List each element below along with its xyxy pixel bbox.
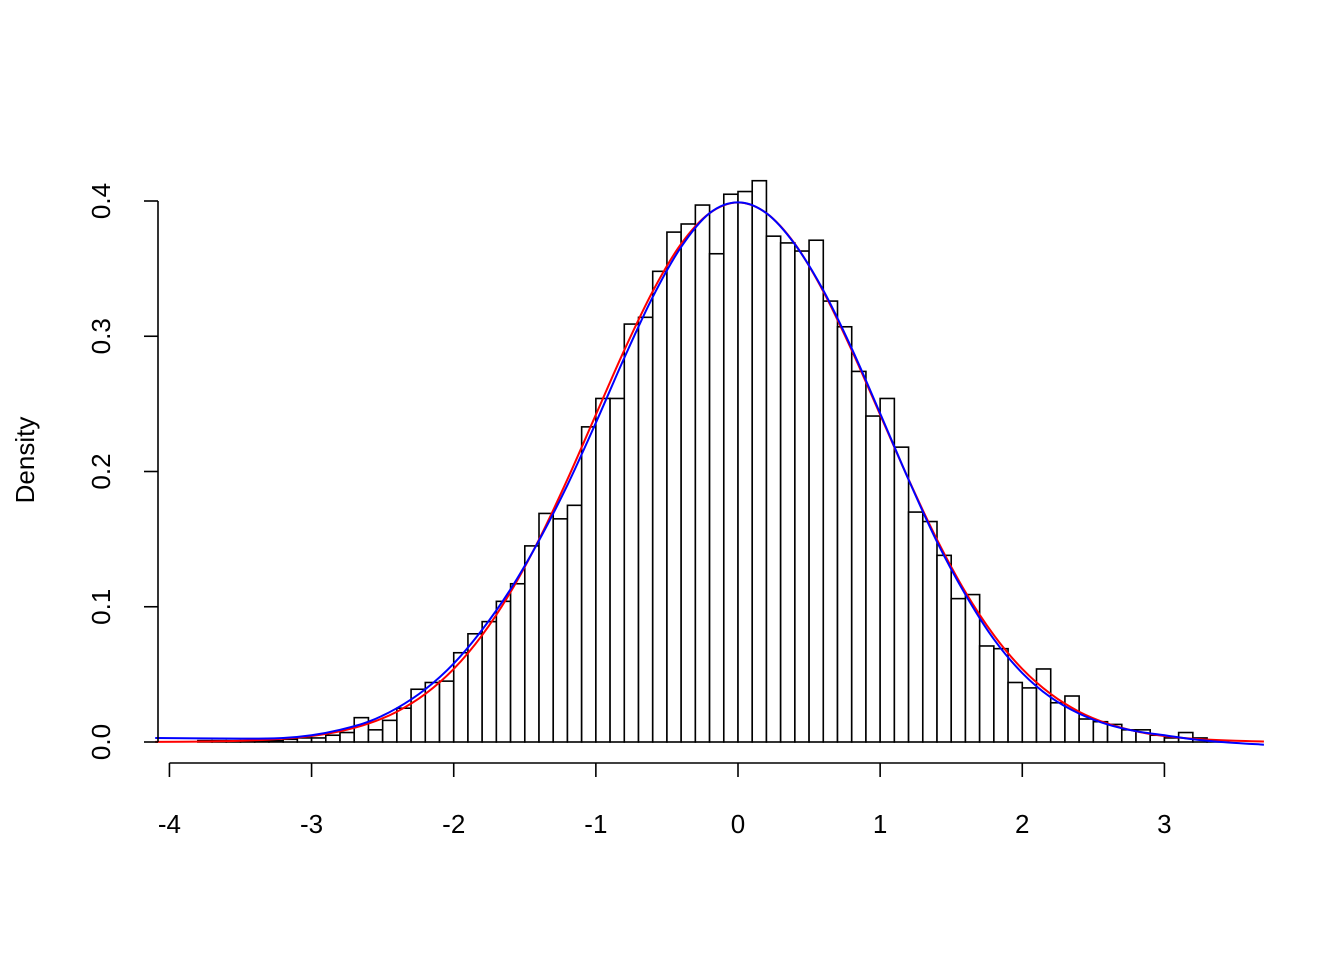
histogram-bar (936, 554, 953, 743)
histogram-bar (993, 647, 1009, 743)
histogram-bar (580, 426, 597, 743)
x-tick-label: -3 (300, 809, 323, 839)
histogram-bar (651, 270, 668, 743)
histogram-bar (623, 323, 640, 743)
histogram-bar (552, 518, 569, 743)
histogram-bar (978, 645, 995, 743)
y-tick-label: 0.3 (86, 318, 116, 354)
histogram-bar (438, 680, 455, 743)
histogram-bar (310, 737, 327, 743)
histogram-bar (765, 235, 782, 743)
histogram-bar (1007, 681, 1024, 743)
histogram-bar (737, 190, 754, 743)
histogram-bar (680, 223, 697, 743)
x-tick-label: 1 (873, 809, 887, 839)
histogram-bar (666, 231, 682, 743)
histogram-bar (907, 511, 924, 743)
histogram-bar (339, 731, 356, 743)
histogram-bar (836, 325, 853, 743)
histogram-bar (879, 397, 896, 743)
x-tick-label: -2 (442, 809, 465, 839)
histogram-bar (268, 739, 284, 743)
histogram-bar (481, 620, 498, 743)
histogram-bar (538, 512, 555, 743)
histogram-bar (822, 300, 839, 743)
histogram-bar (865, 415, 881, 743)
histogram-bar (353, 716, 370, 743)
histogram-bar (708, 252, 725, 743)
histogram-bar (595, 397, 611, 743)
x-tick-label: 2 (1015, 809, 1029, 839)
x-tick-label: 3 (1157, 809, 1171, 839)
histogram-bar (921, 520, 938, 743)
histogram-bar (751, 179, 768, 743)
histogram-bar (1049, 701, 1066, 743)
x-tick-label: -4 (158, 809, 181, 839)
histogram-bar (808, 239, 825, 743)
histogram-bar (1078, 718, 1095, 743)
histogram-bar (794, 250, 810, 743)
histogram-bar (893, 446, 910, 743)
histogram-bar (1021, 687, 1038, 743)
y-tick-label: 0.1 (86, 589, 116, 625)
histogram-bar (523, 545, 540, 743)
histogram-bar (722, 193, 739, 743)
histogram-bar (296, 737, 313, 743)
histogram-bar (566, 504, 583, 743)
axes: -4 -3 -2 -1 0 1 2 3 0.0 0.1 0.2 0.3 0.4 (86, 183, 1172, 839)
histogram-bar (950, 597, 967, 743)
histogram-bar (637, 316, 654, 743)
density-curves (155, 201, 1264, 746)
y-tick-label: 0.2 (86, 453, 116, 489)
histogram-bar (1064, 695, 1080, 743)
histogram-bar (694, 204, 711, 743)
histogram-bar (1035, 668, 1052, 743)
y-tick-label: 0.4 (86, 183, 116, 219)
histogram-bar (609, 397, 626, 743)
histogram-bar (381, 719, 398, 743)
kernel-density-curve (155, 201, 1264, 746)
histogram-bar (367, 729, 384, 743)
histogram-bar (779, 242, 796, 743)
histogram-bar (495, 600, 512, 743)
histogram-bar (509, 582, 526, 743)
histogram-bar (1163, 737, 1180, 743)
histogram-bar (964, 593, 981, 743)
histogram-bar (850, 370, 867, 743)
y-tick-label: 0.0 (86, 724, 116, 760)
bars (197, 179, 1223, 743)
y-axis-label: Density (10, 417, 40, 504)
histogram-bar (396, 707, 412, 743)
x-tick-label: 0 (731, 809, 745, 839)
x-tick-label: -1 (584, 809, 607, 839)
histogram-bar (282, 738, 299, 743)
histogram-bar (324, 734, 341, 743)
